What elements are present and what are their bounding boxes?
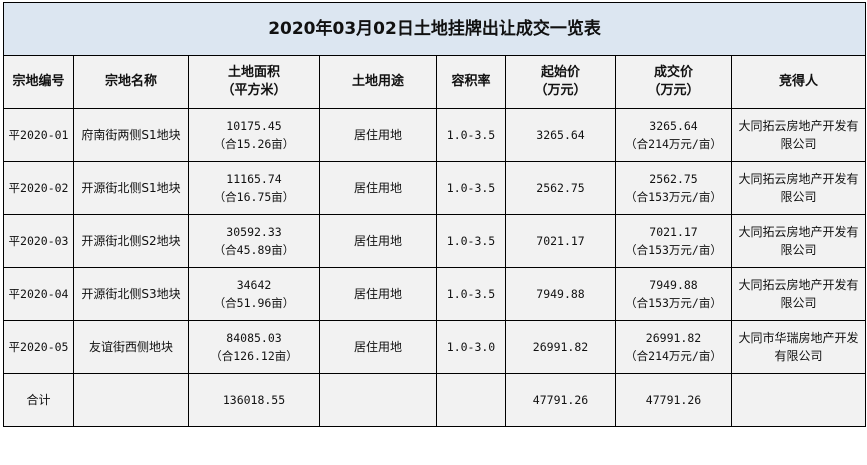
cell-far: 1.0-3.0 (436, 320, 506, 374)
cell-area: 30592.33 （合45.89亩） (188, 214, 320, 268)
total-start: 47791.26 (505, 373, 616, 427)
table-title: 2020年03月02日土地挂牌出让成交一览表 (2, 2, 867, 56)
cell-far: 1.0-3.5 (436, 267, 506, 321)
area-mu: （合15.26亩） (213, 137, 295, 151)
cell-deal: 7021.17 （合153万元/亩） (615, 214, 732, 268)
deal-value: 3265.64 (649, 119, 698, 133)
cell-area: 84085.03 （合126.12亩） (188, 320, 320, 374)
table-row: 平2020-03 开源街北侧S2地块 30592.33 （合45.89亩） 居住用… (3, 214, 867, 268)
deal-value: 2562.75 (649, 172, 698, 186)
area-value: 10175.45 (226, 119, 282, 133)
header-name: 宗地名称 (73, 55, 189, 109)
header-winner: 竞得人 (730, 55, 867, 109)
table-row: 平2020-04 开源街北侧S3地块 34642 （合51.96亩） 居住用地 1… (3, 267, 867, 321)
cell-winner: 大同拓云房地产开发有限公司 (730, 214, 867, 268)
cell-name: 开源街北侧S3地块 (73, 267, 189, 321)
deal-value: 26991.82 (645, 331, 702, 345)
cell-use: 居住用地 (319, 267, 437, 321)
area-value: 84085.03 (226, 331, 282, 345)
cell-name: 开源街北侧S1地块 (73, 161, 189, 215)
header-far: 容积率 (436, 55, 506, 109)
header-area: 土地面积 （平方米） (188, 55, 320, 109)
cell-start: 3265.64 (505, 108, 616, 162)
cell-use: 居住用地 (319, 214, 437, 268)
cell-id: 平2020-04 (3, 267, 74, 321)
header-deal: 成交价 （万元） (615, 55, 732, 109)
cell-deal: 26991.82 （合214万元/亩） (615, 320, 732, 374)
header-id: 宗地编号 (3, 55, 74, 109)
area-mu: （合126.12亩） (210, 349, 298, 363)
cell-name: 开源街北侧S2地块 (73, 214, 189, 268)
total-empty (436, 373, 506, 427)
cell-use: 居住用地 (319, 108, 437, 162)
area-mu: （合16.75亩） (213, 190, 295, 204)
area-mu: （合45.89亩） (213, 243, 295, 257)
table-row: 平2020-02 开源街北侧S1地块 11165.74 （合16.75亩） 居住用… (3, 161, 867, 215)
header-area-l2: （平方米） (221, 83, 287, 98)
cell-far: 1.0-3.5 (436, 214, 506, 268)
area-value: 11165.74 (226, 172, 282, 186)
cell-id: 平2020-02 (3, 161, 74, 215)
header-deal-l1: 成交价 (653, 65, 693, 80)
cell-deal: 2562.75 （合153万元/亩） (615, 161, 732, 215)
deal-unit: （合214万元/亩） (625, 349, 722, 363)
header-row: 宗地编号 宗地名称 土地面积 （平方米） 土地用途 容积率 起始价 （万元） 成交价… (3, 55, 867, 109)
header-area-l1: 土地面积 (227, 65, 280, 80)
total-row: 合计 136018.55 47791.26 47791.26 (3, 373, 867, 427)
cell-winner: 大同拓云房地产开发有限公司 (730, 267, 867, 321)
cell-area: 11165.74 （合16.75亩） (188, 161, 320, 215)
deal-value: 7949.88 (649, 278, 698, 292)
cell-deal: 3265.64 （合214万元/亩） (615, 108, 732, 162)
table-row: 平2020-01 府南街两侧S1地块 10175.45 （合15.26亩） 居住用… (3, 108, 867, 162)
total-label: 合计 (3, 373, 74, 427)
cell-area: 10175.45 （合15.26亩） (188, 108, 320, 162)
cell-winner: 大同拓云房地产开发有限公司 (730, 108, 867, 162)
cell-winner: 大同拓云房地产开发有限公司 (730, 161, 867, 215)
total-empty (319, 373, 437, 427)
total-area: 136018.55 (188, 373, 320, 427)
total-empty (73, 373, 189, 427)
table-row: 平2020-05 友谊街西侧地块 84085.03 （合126.12亩） 居住用地… (3, 320, 867, 374)
cell-far: 1.0-3.5 (436, 108, 506, 162)
cell-start: 2562.75 (505, 161, 616, 215)
area-mu: （合51.96亩） (213, 296, 295, 310)
cell-area: 34642 （合51.96亩） (188, 267, 320, 321)
cell-name: 友谊街西侧地块 (73, 320, 189, 374)
cell-winner: 大同市华瑞房地产开发有限公司 (730, 320, 867, 374)
total-deal: 47791.26 (615, 373, 732, 427)
total-empty (730, 373, 867, 427)
area-value: 30592.33 (226, 225, 282, 239)
header-start: 起始价 （万元） (505, 55, 616, 109)
cell-id: 平2020-03 (3, 214, 74, 268)
cell-start: 26991.82 (505, 320, 616, 374)
cell-use: 居住用地 (319, 161, 437, 215)
deal-unit: （合153万元/亩） (625, 190, 722, 204)
cell-id: 平2020-05 (3, 320, 74, 374)
deal-unit: （合153万元/亩） (625, 296, 722, 310)
deal-value: 7021.17 (649, 225, 698, 239)
area-value: 34642 (236, 278, 272, 292)
cell-name: 府南街两侧S1地块 (73, 108, 189, 162)
land-transfer-table: 2020年03月02日土地挂牌出让成交一览表 宗地编号 宗地名称 土地面积 （平方… (2, 2, 867, 427)
cell-id: 平2020-01 (3, 108, 74, 162)
header-start-l2: （万元） (534, 83, 587, 98)
header-use: 土地用途 (319, 55, 437, 109)
deal-unit: （合214万元/亩） (625, 137, 722, 151)
cell-deal: 7949.88 （合153万元/亩） (615, 267, 732, 321)
cell-use: 居住用地 (319, 320, 437, 374)
cell-start: 7021.17 (505, 214, 616, 268)
deal-unit: （合153万元/亩） (625, 243, 722, 257)
header-start-l1: 起始价 (540, 65, 580, 80)
header-deal-l2: （万元） (647, 83, 700, 98)
cell-far: 1.0-3.5 (436, 161, 506, 215)
cell-start: 7949.88 (505, 267, 616, 321)
